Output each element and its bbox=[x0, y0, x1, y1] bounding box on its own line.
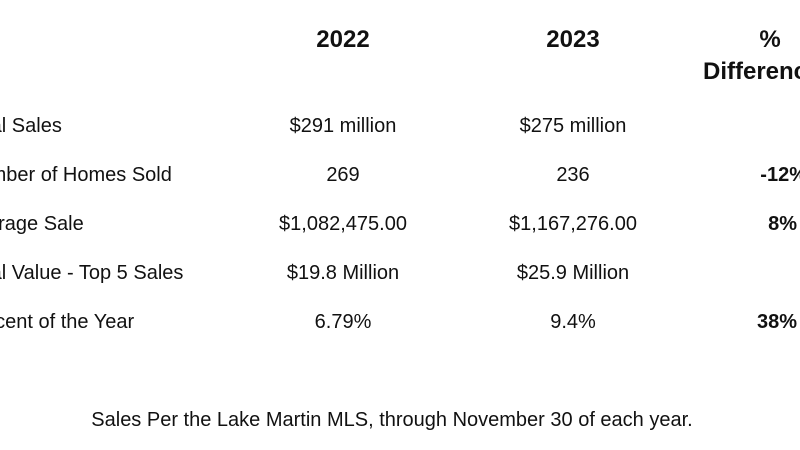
header-percent-symbol: % bbox=[759, 26, 781, 53]
cell-2022-top5-value: $19.8 Million bbox=[286, 262, 400, 284]
row-label-top5-value: Total Value - Top 5 Sales bbox=[0, 262, 184, 284]
cell-2023-total-sales: $275 million bbox=[519, 115, 627, 137]
row-label-total-sales: Total Sales bbox=[0, 115, 62, 137]
cell-2023-average-sale: $1,167,276.00 bbox=[509, 213, 637, 235]
header-difference: Difference bbox=[703, 58, 800, 85]
cell-diff-average-sale: 8% bbox=[768, 213, 797, 235]
cell-2023-percent-of-year: 9.4% bbox=[550, 311, 596, 333]
cell-2022-average-sale: $1,082,475.00 bbox=[279, 213, 407, 235]
cell-2022-total-sales: $291 million bbox=[289, 115, 397, 137]
header-year-2022: 2022 bbox=[316, 26, 370, 53]
cell-2022-percent-of-year: 6.79% bbox=[314, 311, 372, 333]
cell-2023-top5-value: $25.9 Million bbox=[516, 262, 630, 284]
row-label-average-sale: Average Sale bbox=[0, 213, 84, 235]
cell-diff-homes-sold: -12% bbox=[760, 164, 800, 186]
cell-2023-homes-sold: 236 bbox=[556, 164, 590, 186]
cell-diff-percent-of-year: 38% bbox=[756, 311, 797, 333]
row-label-homes-sold: Number of Homes Sold bbox=[0, 164, 172, 186]
row-label-percent-of-year: Percent of the Year bbox=[0, 311, 135, 333]
header-year-2023: 2023 bbox=[546, 26, 600, 53]
cell-2022-homes-sold: 269 bbox=[326, 164, 360, 186]
footer-note: Sales Per the Lake Martin MLS, through N… bbox=[91, 409, 693, 431]
